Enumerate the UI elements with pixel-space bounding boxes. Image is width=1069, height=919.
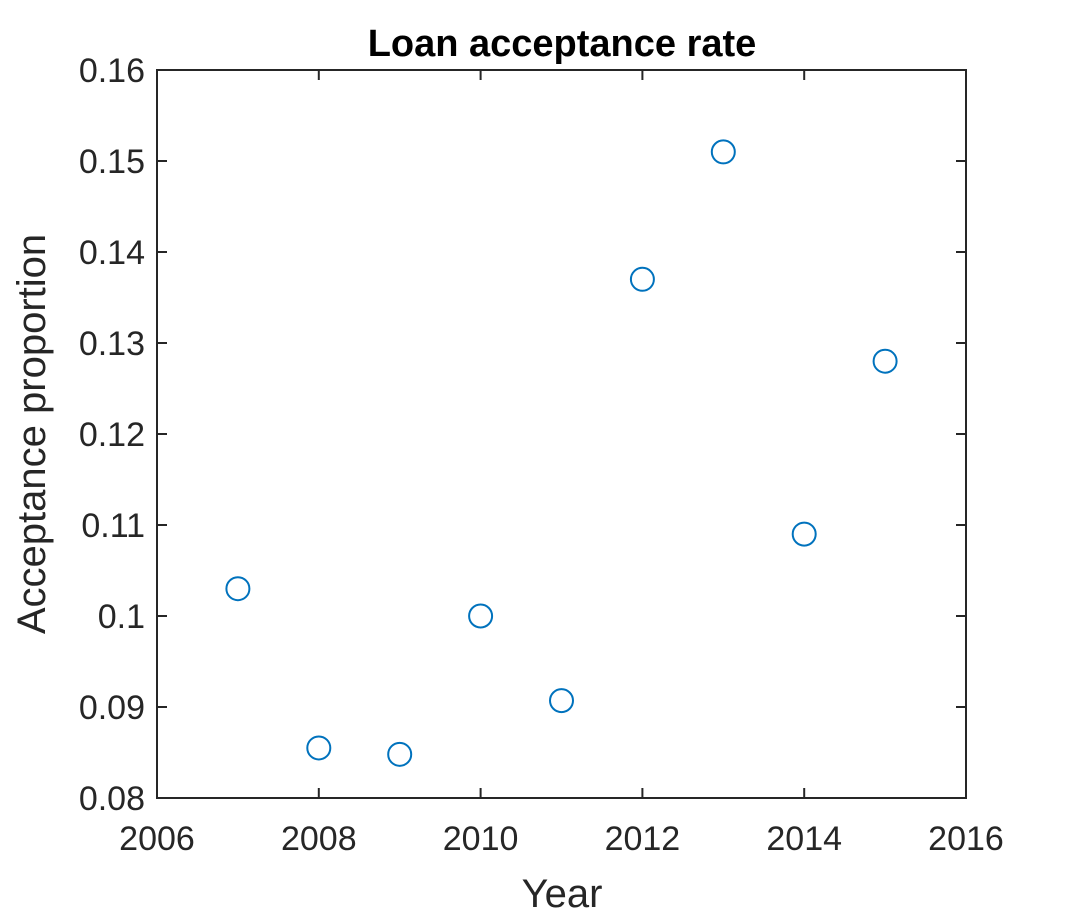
data-point-marker xyxy=(710,139,736,165)
y-tick-label: 0.16 xyxy=(79,52,145,90)
y-tick-label: 0.09 xyxy=(79,689,145,727)
y-axis-label: Acceptance proportion xyxy=(10,234,54,634)
data-point-marker xyxy=(791,521,817,547)
x-tick-label: 2012 xyxy=(605,820,681,858)
x-axis: 2006 2008 2010 2012 2014 2016 xyxy=(119,70,1004,858)
x-tick-label: 2014 xyxy=(766,820,842,858)
data-points xyxy=(225,139,898,767)
x-tick-label: 2006 xyxy=(119,820,195,858)
y-tick-label: 0.15 xyxy=(79,143,145,181)
data-point-marker xyxy=(306,735,332,761)
y-tick-label: 0.1 xyxy=(98,598,145,636)
y-tick-label: 0.08 xyxy=(79,780,145,818)
data-point-marker xyxy=(872,348,898,374)
chart-title: Loan acceptance rate xyxy=(368,23,757,65)
y-tick-label: 0.14 xyxy=(79,234,145,272)
data-point-marker xyxy=(468,603,494,629)
data-point-marker xyxy=(387,741,413,767)
x-tick-label: 2010 xyxy=(443,820,519,858)
y-tick-label: 0.13 xyxy=(79,325,145,363)
y-tick-label: 0.11 xyxy=(81,507,145,545)
x-axis-label: Year xyxy=(522,872,603,916)
x-tick-label: 2008 xyxy=(281,820,357,858)
data-point-marker xyxy=(549,688,574,714)
x-tick-label: 2016 xyxy=(928,820,1004,858)
plot-area-frame xyxy=(156,69,967,799)
data-point-marker xyxy=(225,576,251,602)
y-axis: 0.08 0.09 0.1 0.11 0.12 0.13 0.14 0.15 0.16 xyxy=(79,52,966,818)
data-point-marker xyxy=(629,266,655,292)
y-tick-label: 0.12 xyxy=(79,416,145,454)
